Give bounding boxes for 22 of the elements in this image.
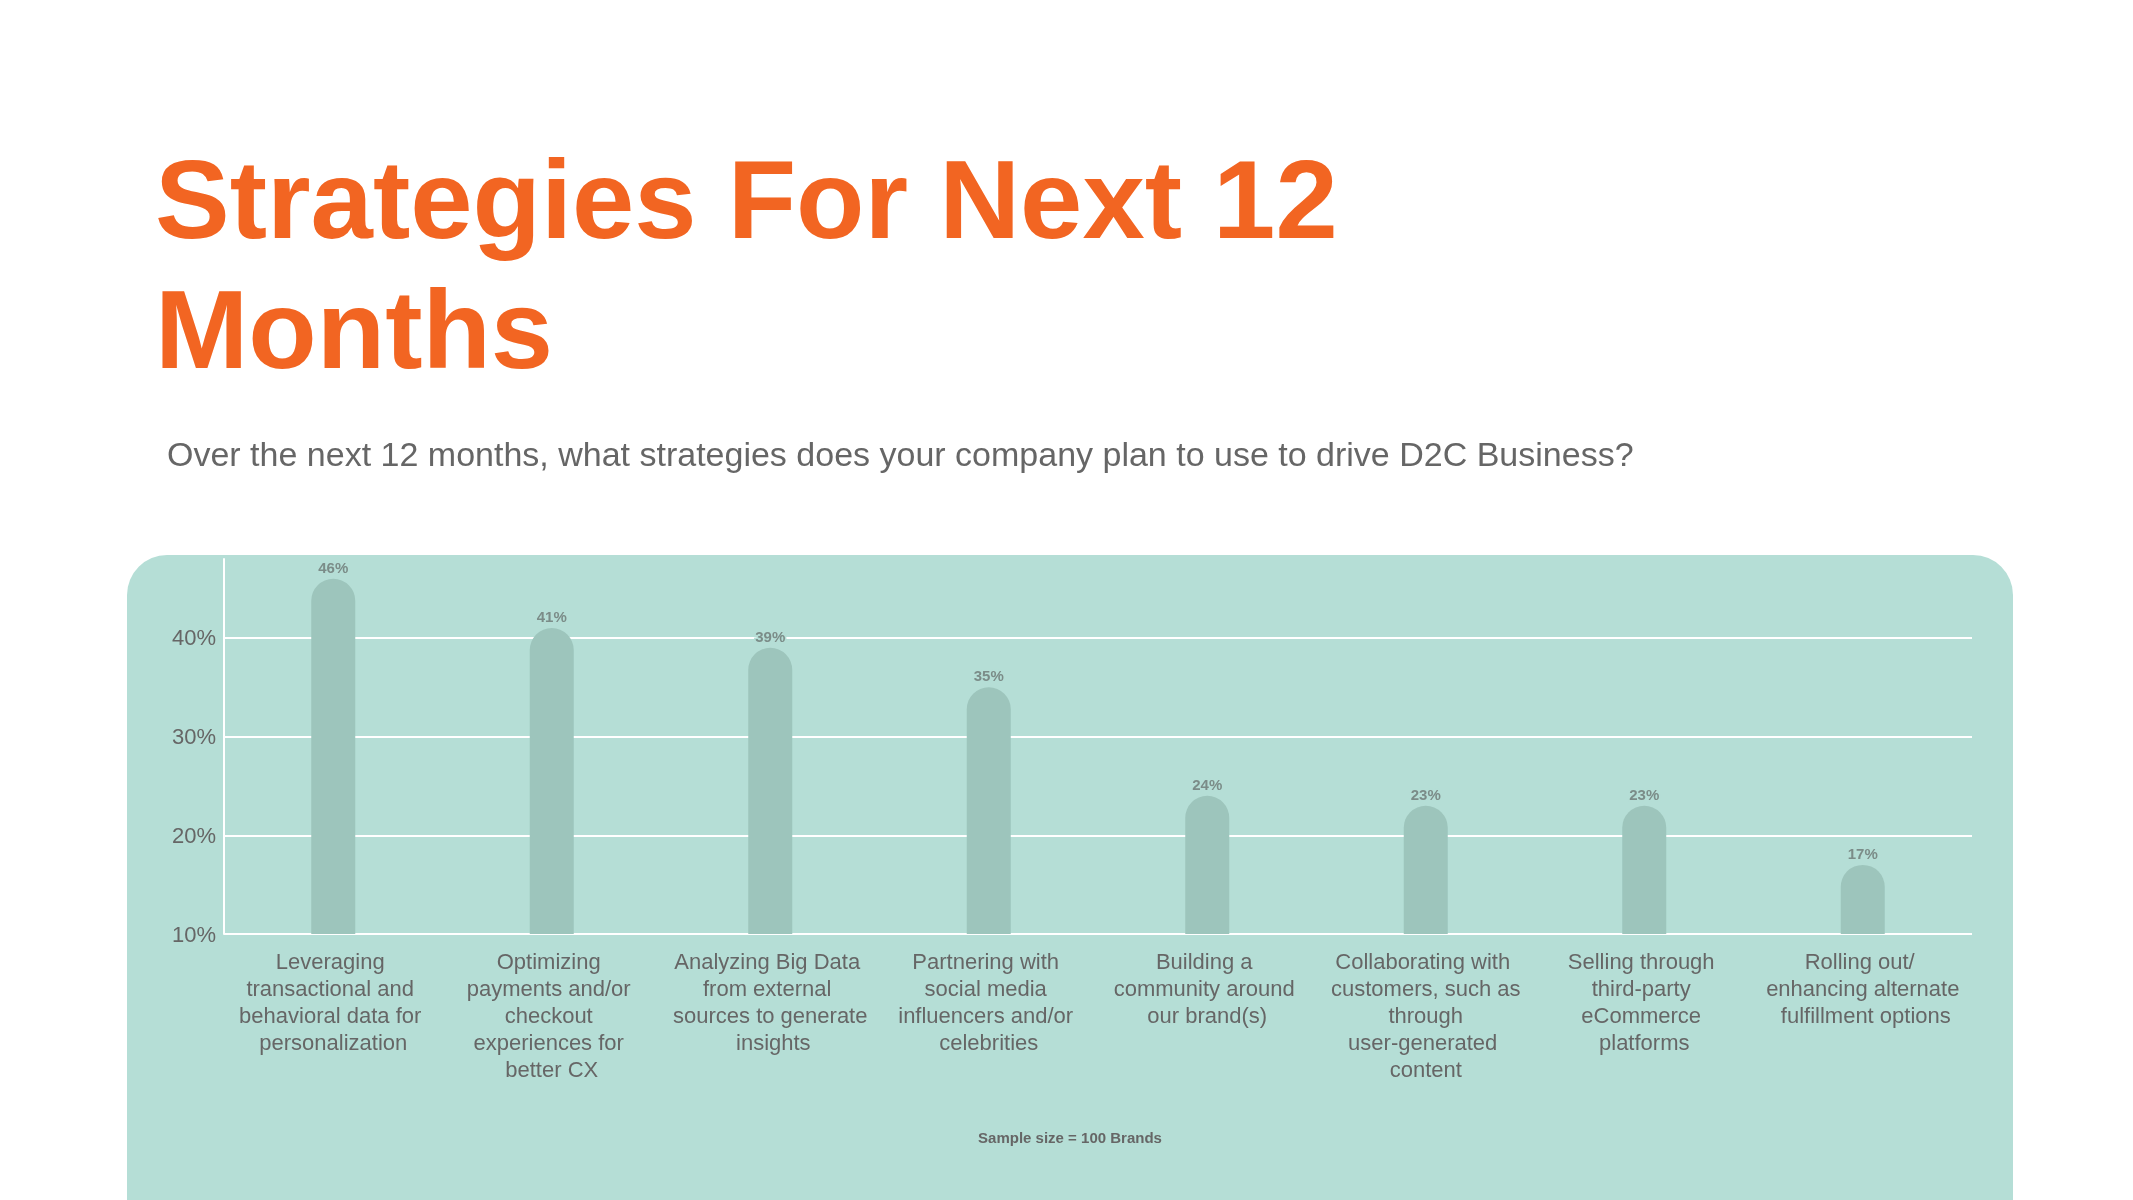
chart-title: Strategies For Next 12 Months bbox=[155, 136, 1339, 394]
x-tick-label: Partnering with social media influencers and/or celebrities bbox=[898, 949, 1080, 1055]
data-label: 23% bbox=[1629, 785, 1660, 803]
x-tick-label: Rolling out/ enhancing alternate fulfillment options bbox=[1766, 949, 1960, 1028]
data-label: 41% bbox=[536, 608, 567, 626]
y-tick-label: 40% bbox=[171, 625, 216, 651]
text: Sample size = 100 Brands bbox=[978, 1129, 1162, 1146]
x-tick-label: Building a community around our brand(s) bbox=[1113, 949, 1301, 1028]
chart-subtitle: Over the next 12 months, what strategies does your company plan to use to drive D2C Business? bbox=[167, 435, 1634, 474]
x-tick-label: Optimizing payments and/or checkout experiences for better CX bbox=[466, 949, 637, 1082]
x-tick-label: Collaborating with customers, such as through user-generated content bbox=[1330, 949, 1521, 1082]
data-label: 17% bbox=[1847, 844, 1878, 862]
y-tick-label: 10% bbox=[171, 921, 216, 947]
data-label: 35% bbox=[973, 667, 1004, 685]
data-label: 46% bbox=[318, 558, 349, 576]
y-tick-label: 30% bbox=[171, 724, 216, 750]
x-tick-label: Selling through third-party eCommerce platforms bbox=[1567, 949, 1721, 1055]
data-label: 24% bbox=[1192, 775, 1223, 793]
x-tick-label: Analyzing Big Data from external sources to generate insights bbox=[673, 949, 868, 1055]
y-tick-label: 20% bbox=[171, 822, 216, 848]
data-label: 23% bbox=[1410, 785, 1441, 803]
x-tick-label: Leveraging transactional and behavioral data for personalization bbox=[239, 949, 428, 1055]
